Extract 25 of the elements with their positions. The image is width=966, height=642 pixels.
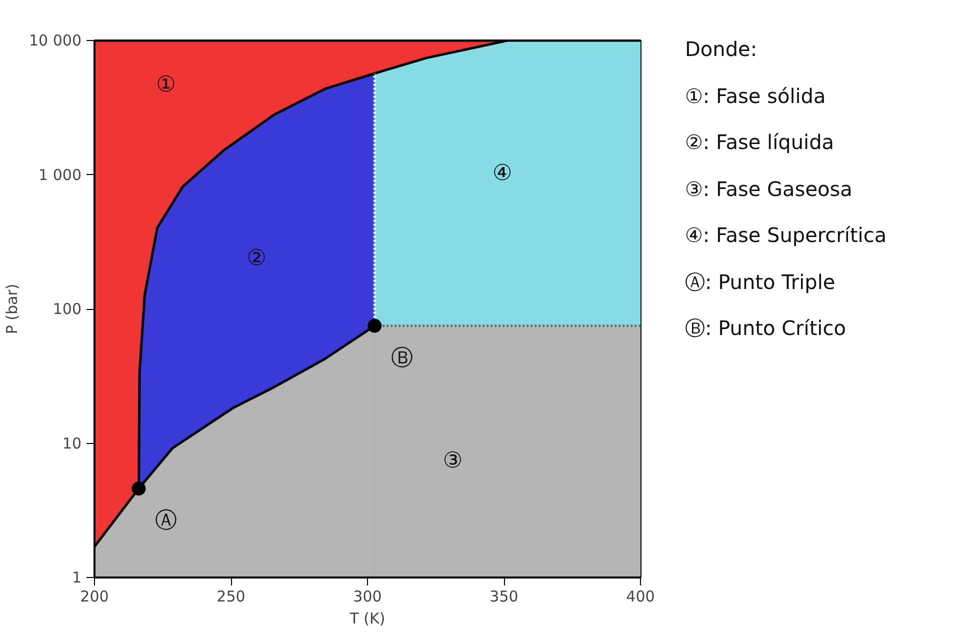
y-tick-label: 1 [72,568,82,586]
y-tick-label: 100 [52,300,82,318]
text: Ⓑ: Punto Crítico [685,315,847,342]
series-label: Ⓑ [390,346,413,371]
series-label: ① [156,72,176,98]
text: ④: Fase Supercrítica [685,222,887,250]
x-tick-label: 250 [216,588,246,606]
series-label: Ⓐ [155,508,178,534]
text: ①: Fase sólida [685,82,827,110]
series-label: ② [246,246,267,272]
series-label: ④ [492,161,512,186]
y-tick-label: 1 000 [38,166,82,184]
x-tick-label: 200 [80,588,109,606]
text: ②: Fase líquida [685,129,836,156]
y-tick-label: 10 [62,434,82,452]
x-tick-label: 350 [490,588,518,606]
x-tick-label: 300 [353,588,382,606]
text: Ⓐ: Punto Triple [685,268,836,296]
y-axis-title: P (bar) [3,284,22,334]
x-tick-label: 400 [626,588,655,606]
series-label: ③ [442,448,463,474]
x-axis-title: T (K) [348,610,386,628]
y-tick-label: 10 000 [29,32,82,50]
text: Donde: [685,36,758,63]
text: ③: Fase Gaseosa [685,176,854,203]
